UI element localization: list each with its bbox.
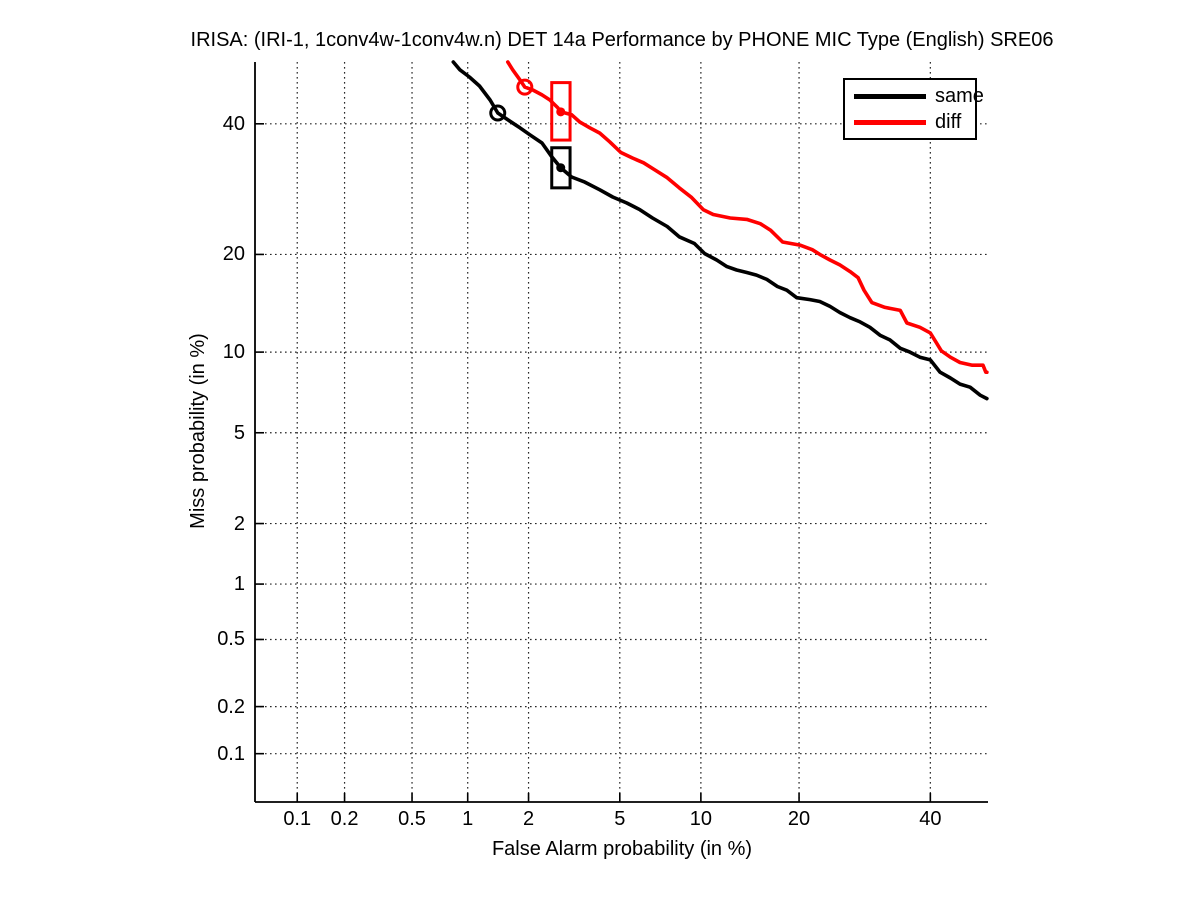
marker-dot-same <box>556 163 566 173</box>
marker-box-same <box>550 146 572 190</box>
y-tick-label-0.5: 0.5 <box>217 628 245 651</box>
x-tick-label-0.1: 0.1 <box>283 808 312 830</box>
legend-entry-same: same <box>845 86 984 106</box>
legend: same diff <box>843 78 984 140</box>
y-tick-label-10: 10 <box>222 341 245 364</box>
x-tick-label-0.2: 0.2 <box>330 808 359 830</box>
marker-circle-diff <box>516 78 534 96</box>
legend-line-same <box>854 93 926 99</box>
series-same-curve <box>451 60 989 401</box>
x-axis-label: False Alarm probability (in %) <box>491 838 753 860</box>
y-tick-label-5: 5 <box>233 421 245 444</box>
y-tick-label-20: 20 <box>222 243 245 266</box>
legend-entry-diff: diff <box>845 112 975 132</box>
y-tick-label-1: 1 <box>233 573 245 596</box>
x-tick-label-2: 2 <box>522 808 535 830</box>
chart-title: IRISA: (IRI-1, 1conv4w-1conv4w.n) DET 14… <box>190 29 1054 51</box>
x-tick-label-0.5: 0.5 <box>398 808 426 830</box>
marker-box-diff <box>550 81 572 142</box>
marker-dot-diff <box>556 107 566 117</box>
y-tick-label-40: 40 <box>222 112 245 135</box>
marker-circle-same <box>489 104 507 122</box>
legend-label-diff: diff <box>935 111 962 133</box>
x-tick-label-40: 40 <box>919 808 942 830</box>
x-tick-label-1: 1 <box>462 808 474 830</box>
y-tick-label-0.2: 0.2 <box>217 695 245 718</box>
x-tick-label-10: 10 <box>689 808 712 830</box>
x-tick-label-20: 20 <box>787 808 811 830</box>
legend-label-same: same <box>935 85 984 107</box>
x-tick-label-5: 5 <box>614 808 626 830</box>
y-tick-label-2: 2 <box>233 512 245 535</box>
legend-line-diff <box>854 119 926 125</box>
y-tick-label-0.1: 0.1 <box>217 742 245 765</box>
